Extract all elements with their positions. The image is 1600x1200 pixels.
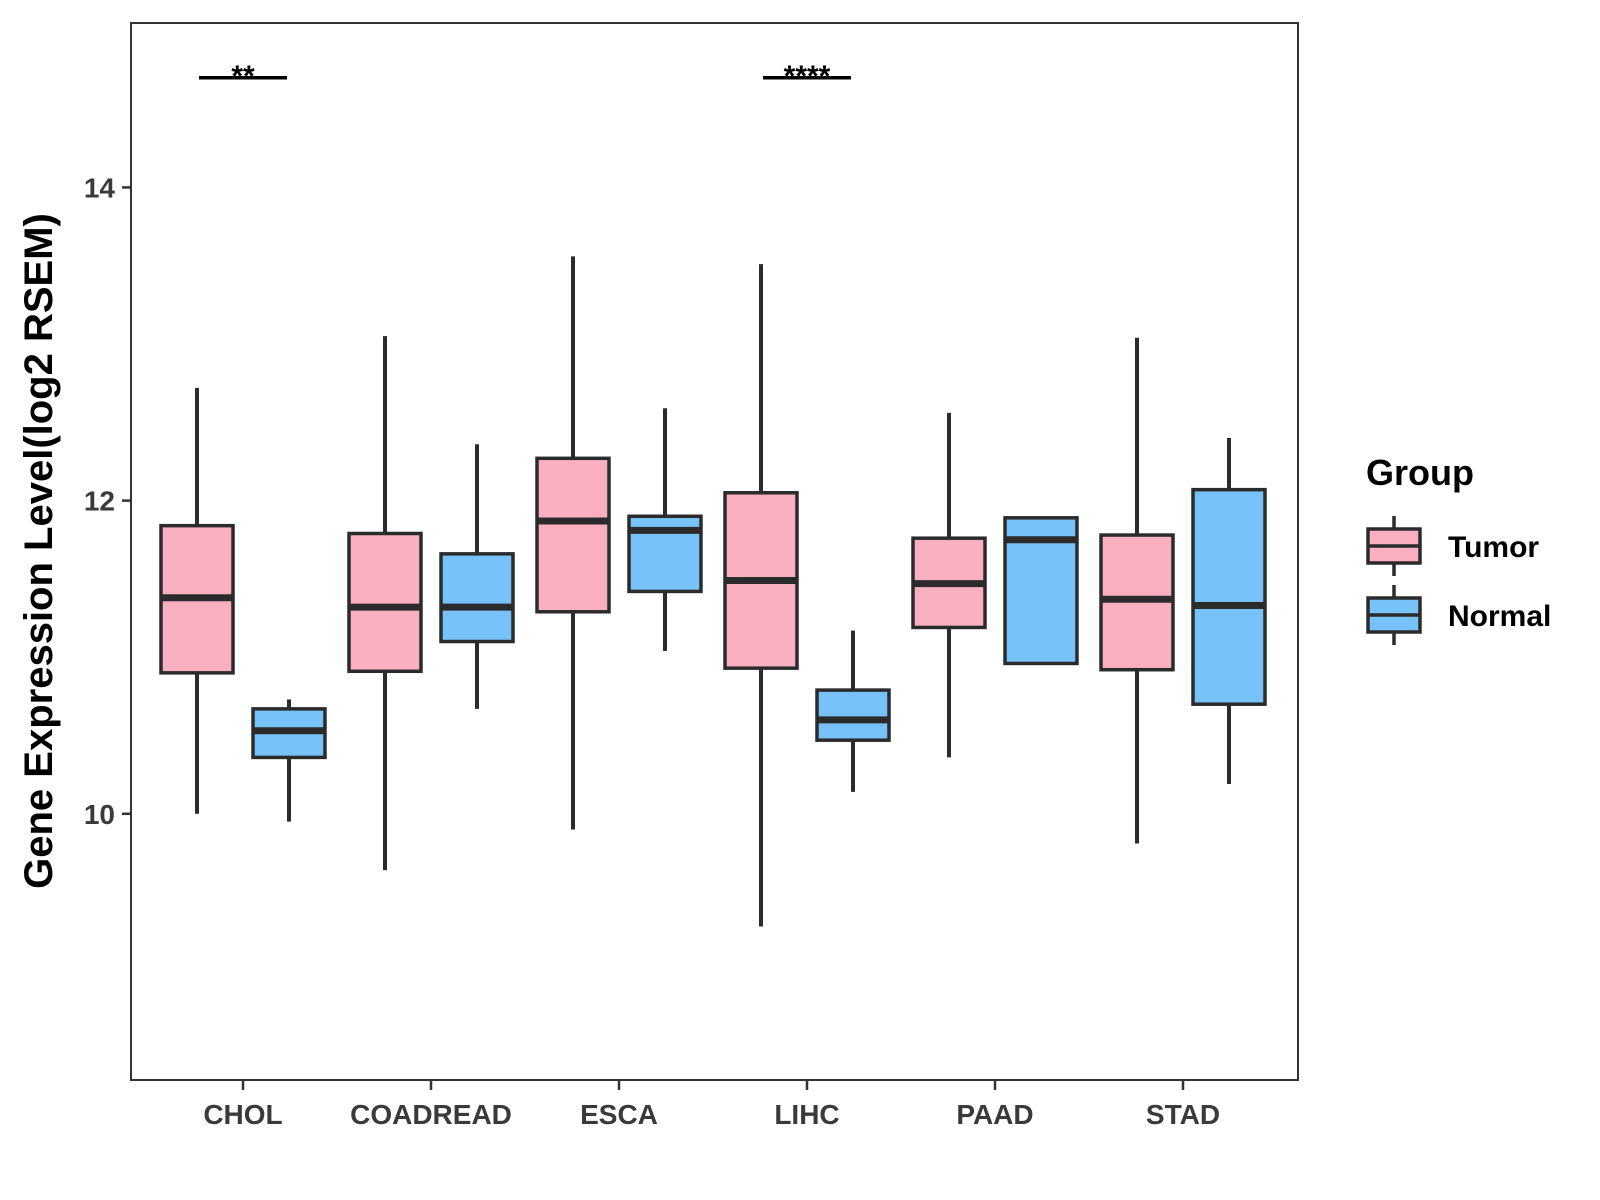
box-tumor-esca xyxy=(535,256,611,830)
y-tick-label-14: 14 xyxy=(84,172,116,203)
box-tumor-chol xyxy=(159,387,235,814)
legend-label-tumor: Tumor xyxy=(1448,531,1539,564)
iqr-box-tumor-coadread xyxy=(347,531,423,674)
legend-key-normal xyxy=(1366,585,1422,645)
y-axis-title: Gene Expression Level(log2 RSEM) xyxy=(17,213,61,889)
x-tick-label-paad: PAAD xyxy=(956,1099,1033,1130)
y-tick-label-12: 12 xyxy=(84,486,115,517)
legend-label-normal: Normal xyxy=(1448,600,1551,633)
significance-label-chol: ** xyxy=(231,60,255,93)
significance-label-lihc: **** xyxy=(784,60,831,93)
legend-key-tumor xyxy=(1366,516,1422,576)
box-normal-stad xyxy=(1191,437,1267,785)
legend-title: Group xyxy=(1366,452,1474,493)
box-normal-paad xyxy=(1003,516,1079,666)
y-tick-label-10: 10 xyxy=(84,799,115,830)
boxes-layer xyxy=(159,256,1267,927)
box-tumor-paad xyxy=(911,412,987,758)
x-tick-label-lihc: LIHC xyxy=(774,1099,839,1130)
box-normal-lihc xyxy=(815,630,891,792)
box-normal-coadread xyxy=(439,444,515,709)
iqr-box-normal-coadread xyxy=(439,552,515,644)
iqr-box-tumor-esca xyxy=(535,456,611,614)
x-tick-label-esca: ESCA xyxy=(580,1099,658,1130)
y-axis: 10 12 14 xyxy=(84,172,131,830)
legend: Group Tumor Normal xyxy=(1366,452,1551,645)
x-tick-label-coadread: COADREAD xyxy=(350,1099,512,1130)
x-axis: CHOL COADREAD ESCA LIHC PAAD STAD xyxy=(203,1080,1220,1130)
box-tumor-lihc xyxy=(723,264,799,927)
x-tick-label-chol: CHOL xyxy=(203,1099,282,1130)
significance-layer: ** **** xyxy=(199,60,851,93)
box-tumor-coadread xyxy=(347,336,423,871)
x-tick-label-stad: STAD xyxy=(1146,1099,1220,1130)
box-normal-chol xyxy=(251,699,327,822)
box-normal-esca xyxy=(627,408,703,651)
iqr-box-normal-lihc xyxy=(815,688,891,742)
box-tumor-stad xyxy=(1099,337,1175,844)
iqr-box-normal-stad xyxy=(1191,487,1267,706)
